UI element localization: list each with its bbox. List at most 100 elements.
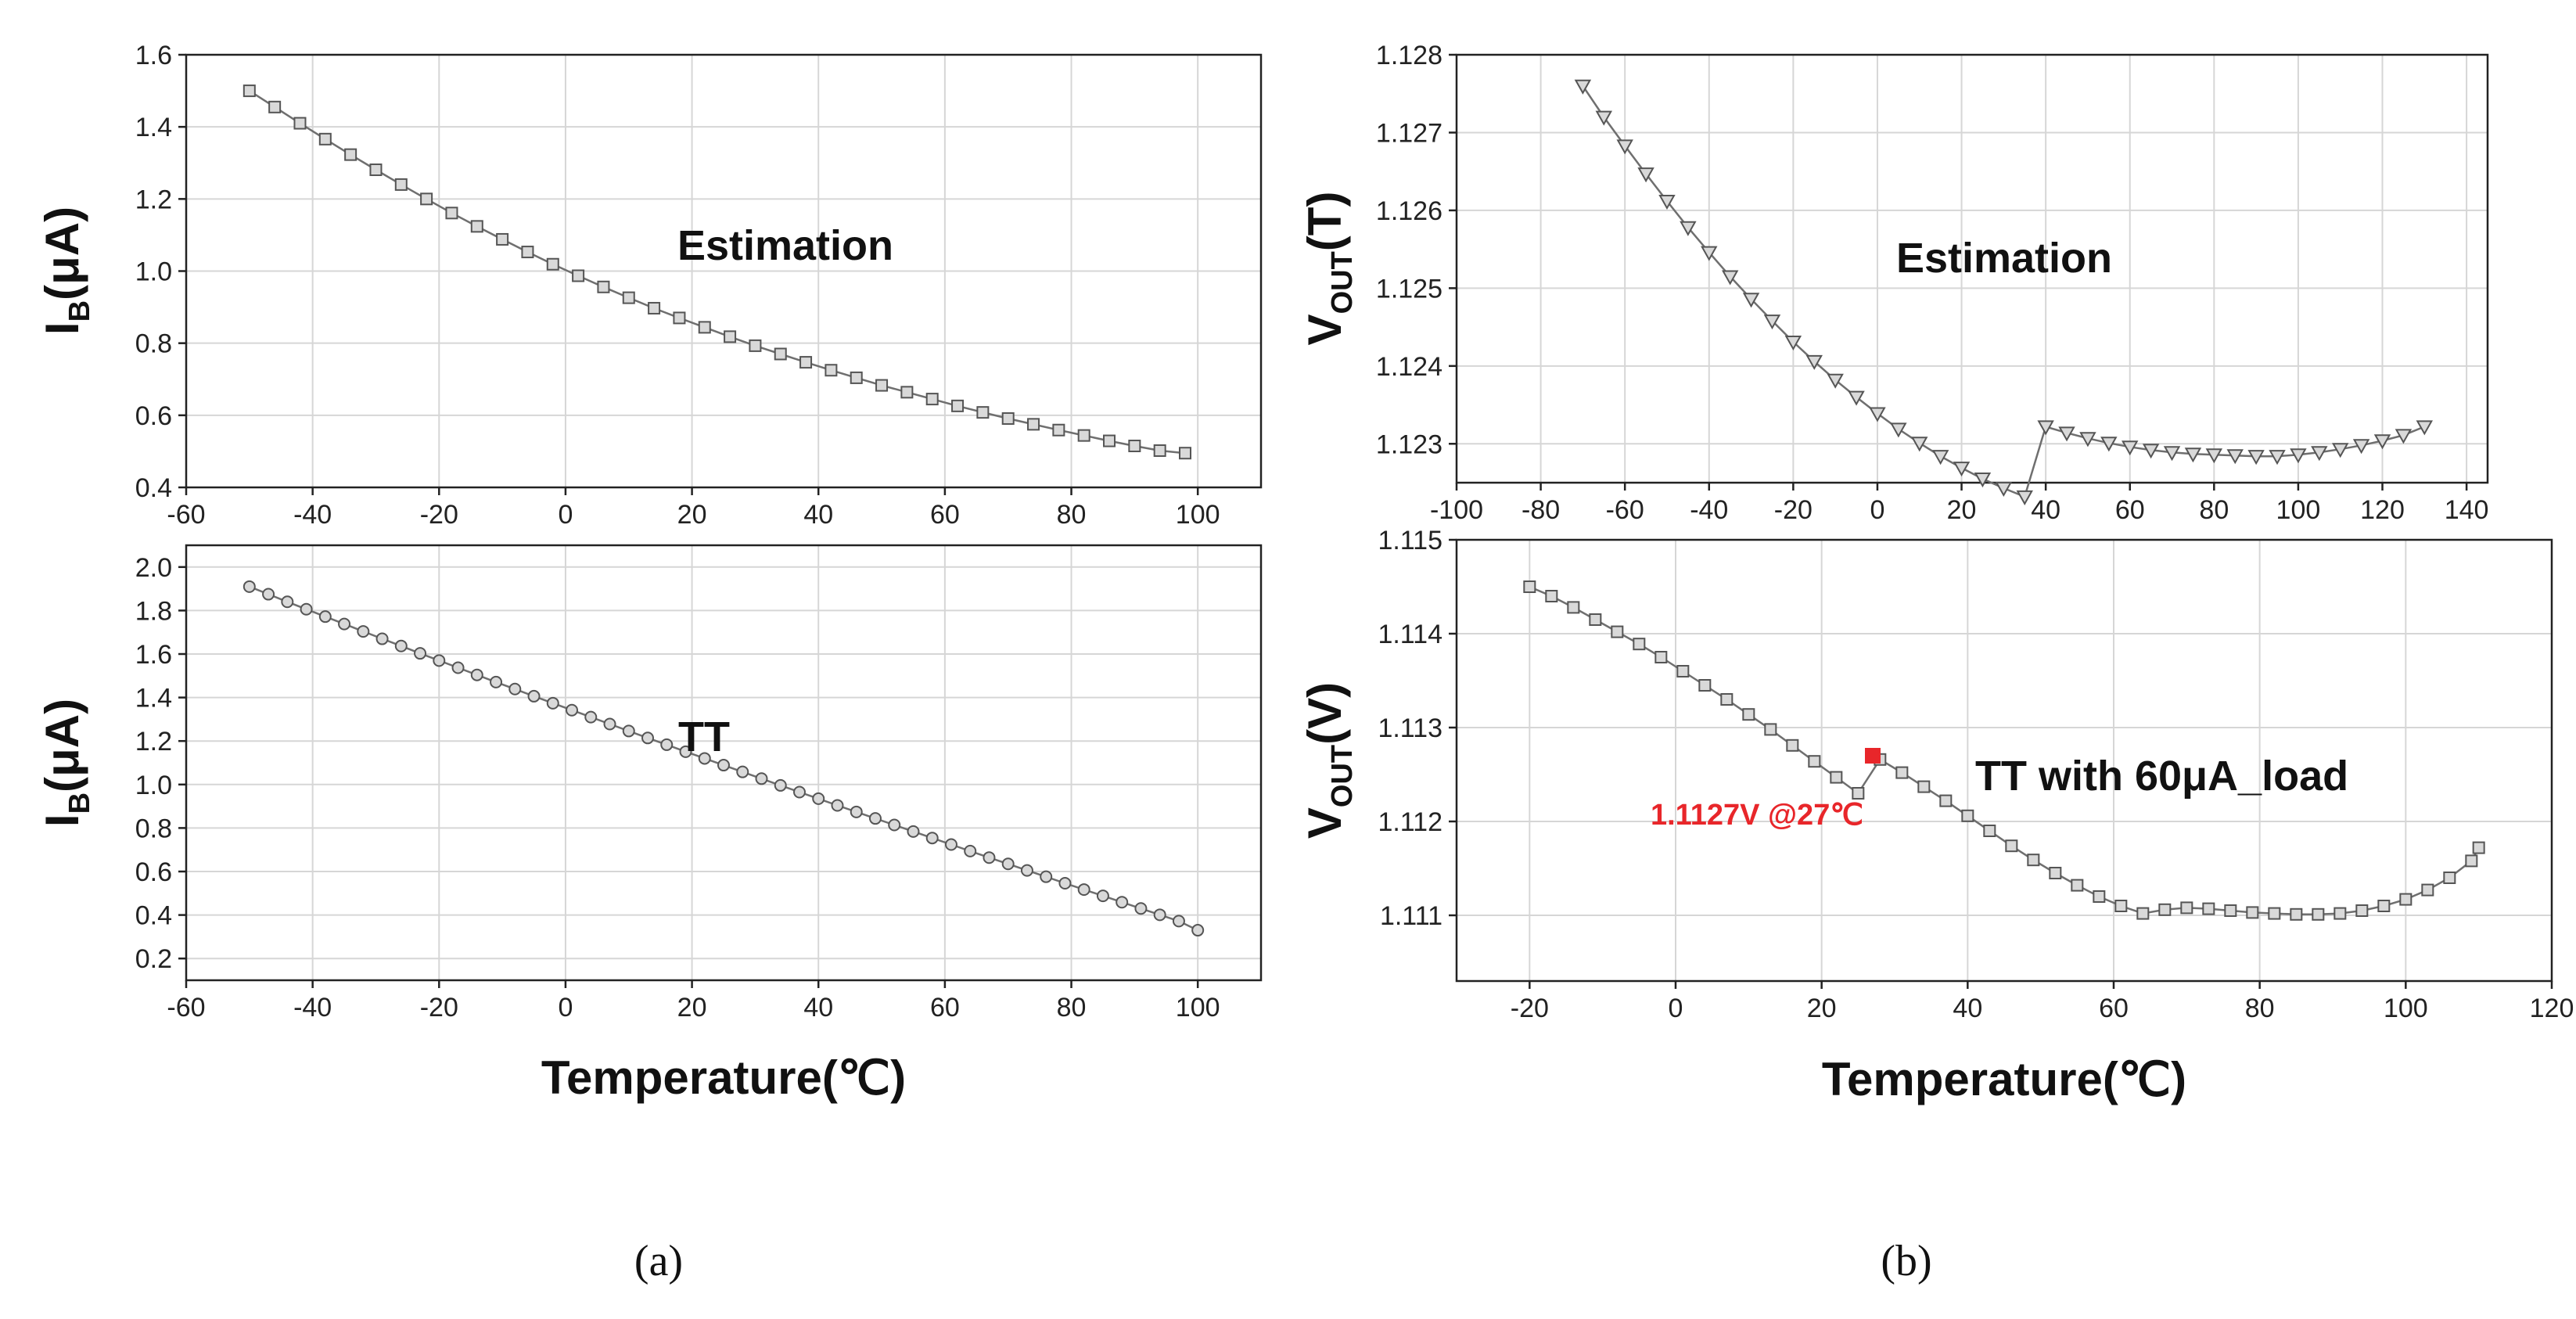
data-point bbox=[2049, 867, 2062, 879]
data-point bbox=[1611, 625, 1624, 638]
data-point bbox=[900, 386, 914, 399]
x-tick-label: 100 bbox=[2276, 495, 2321, 525]
chart-a-top: -60 -40 -20 0 20 40 60 80 100 0.4 0.6 0.8 1.0 1.2 1.4 1… bbox=[36, 41, 1263, 530]
data-point bbox=[875, 379, 889, 392]
x-tick-label: 140 bbox=[2445, 495, 2489, 525]
data-point bbox=[799, 356, 813, 369]
data-point bbox=[470, 668, 483, 681]
caption-b: (b) bbox=[1881, 1237, 1931, 1285]
data-point bbox=[268, 100, 282, 113]
plot-frame bbox=[1455, 53, 2489, 484]
x-tick-label: 80 bbox=[1057, 993, 1087, 1022]
data-point bbox=[369, 164, 383, 177]
data-point bbox=[470, 220, 483, 233]
data-point bbox=[2079, 432, 2096, 447]
data-point bbox=[641, 731, 655, 745]
x-tick-label: -60 bbox=[167, 500, 205, 530]
x-tick-label: -20 bbox=[1774, 495, 1813, 525]
data-point bbox=[1721, 270, 1739, 286]
chart-b-bottom: -20 0 20 40 60 80 100 120 1.111 1.112 1.113 1.114 1.… bbox=[1299, 526, 2574, 1105]
data-point bbox=[2202, 902, 2215, 915]
data-point bbox=[546, 257, 559, 271]
x-tick-label: 120 bbox=[2360, 495, 2405, 525]
data-point bbox=[566, 703, 579, 717]
x-tick-label: -40 bbox=[293, 500, 332, 530]
y-axis-label: VOUT(V) bbox=[1299, 682, 1359, 839]
data-point bbox=[375, 632, 389, 645]
data-point bbox=[1179, 447, 1192, 460]
data-point bbox=[1116, 896, 1129, 909]
data-point bbox=[2311, 446, 2328, 462]
x-tick-label: 20 bbox=[1947, 495, 1977, 525]
data-point bbox=[1786, 739, 1799, 752]
y-tick-label: 1.112 bbox=[1378, 807, 1442, 837]
data-point bbox=[1676, 665, 1690, 677]
series-annotation: TT with 60μA_load bbox=[1975, 753, 2348, 800]
data-point bbox=[433, 654, 446, 667]
y-tick-label: 1.126 bbox=[1376, 196, 1442, 226]
x-tick-label: 60 bbox=[930, 500, 960, 530]
y-tick-label: 1.6 bbox=[135, 41, 172, 70]
y-tick-label: 1.114 bbox=[1378, 620, 1442, 649]
data-point bbox=[521, 246, 534, 259]
data-point bbox=[1701, 246, 1718, 261]
data-point bbox=[1523, 580, 1536, 593]
data-point bbox=[1134, 902, 1148, 915]
y-axis-label: IB(μA) bbox=[36, 207, 96, 335]
data-point bbox=[2247, 450, 2265, 465]
data-point bbox=[825, 364, 838, 377]
y-tick-label: 2.0 bbox=[135, 553, 172, 583]
data-point bbox=[1698, 679, 1712, 692]
data-point bbox=[2290, 907, 2303, 921]
x-tick-label: 120 bbox=[2530, 994, 2574, 1023]
data-point bbox=[2037, 420, 2054, 436]
data-point bbox=[2290, 448, 2307, 464]
data-point bbox=[976, 406, 990, 419]
series-line bbox=[249, 90, 1186, 455]
x-tick-label: 60 bbox=[930, 993, 960, 1022]
y-tick-label: 0.6 bbox=[135, 857, 172, 887]
data-point bbox=[451, 661, 465, 674]
data-point bbox=[831, 799, 844, 812]
x-tick-label: 0 bbox=[1669, 994, 1683, 1023]
data-point bbox=[1001, 412, 1015, 425]
data-point bbox=[1852, 787, 1865, 800]
x-tick-label: 20 bbox=[1807, 994, 1837, 1023]
data-point bbox=[1567, 601, 1580, 614]
x-tick-label: 100 bbox=[1176, 993, 1220, 1022]
data-point bbox=[2373, 434, 2391, 450]
x-tick-label: 20 bbox=[677, 500, 707, 530]
data-point bbox=[717, 759, 730, 772]
series-annotation: TT bbox=[678, 713, 730, 760]
y-tick-label: 1.0 bbox=[135, 257, 172, 287]
data-point bbox=[2027, 854, 2040, 867]
y-tick-label: 1.115 bbox=[1378, 526, 1442, 555]
data-point bbox=[2093, 890, 2106, 903]
data-point bbox=[648, 301, 661, 314]
data-point bbox=[2142, 444, 2160, 459]
data-point bbox=[1720, 693, 1734, 706]
data-point bbox=[2416, 420, 2434, 436]
data-point bbox=[850, 805, 863, 818]
data-point bbox=[1077, 429, 1090, 442]
data-point bbox=[2058, 426, 2075, 442]
data-point bbox=[2136, 907, 2150, 920]
data-point bbox=[2163, 446, 2181, 462]
x-tick-label: 0 bbox=[558, 500, 573, 530]
data-point bbox=[951, 399, 965, 412]
data-point bbox=[1077, 883, 1090, 897]
data-point bbox=[1040, 870, 1053, 883]
data-point bbox=[755, 772, 768, 785]
data-point bbox=[1191, 924, 1205, 937]
y-tick-label: 0.4 bbox=[135, 901, 172, 931]
x-tick-label: 60 bbox=[2099, 994, 2129, 1023]
data-point bbox=[490, 675, 503, 688]
data-point bbox=[1742, 293, 1760, 308]
data-point bbox=[850, 371, 863, 384]
y-tick-label: 1.6 bbox=[135, 640, 172, 670]
data-point bbox=[1961, 809, 1974, 822]
x-tick-label: 40 bbox=[803, 500, 833, 530]
data-point bbox=[2352, 439, 2370, 455]
data-point bbox=[1103, 434, 1116, 447]
